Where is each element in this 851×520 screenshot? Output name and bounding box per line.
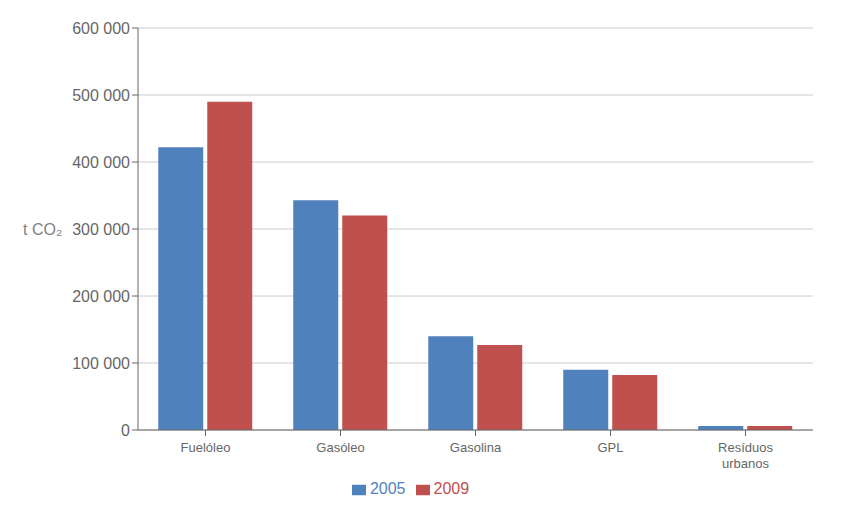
svg-text:500 000: 500 000 <box>72 87 130 104</box>
svg-text:GPL: GPL <box>597 440 623 455</box>
svg-text:100 000: 100 000 <box>72 355 130 372</box>
svg-text:Gasolina: Gasolina <box>450 440 502 455</box>
svg-text:200 000: 200 000 <box>72 288 130 305</box>
html-text:2009: 2009 <box>433 480 470 497</box>
svg-text:Fuelóleo: Fuelóleo <box>181 440 231 455</box>
html-text:2005: 2005 <box>369 480 406 497</box>
svg-text:Gasóleo: Gasóleo <box>316 440 364 455</box>
svg-text:300 000: 300 000 <box>72 221 130 238</box>
svg-text:t CO₂: t CO₂ <box>23 221 62 238</box>
svg-text:400 000: 400 000 <box>72 154 130 171</box>
svg-text:Resíduosurbanos: Resíduosurbanos <box>718 440 773 471</box>
svg-text:600 000: 600 000 <box>72 20 130 37</box>
svg-text:0: 0 <box>121 422 130 439</box>
